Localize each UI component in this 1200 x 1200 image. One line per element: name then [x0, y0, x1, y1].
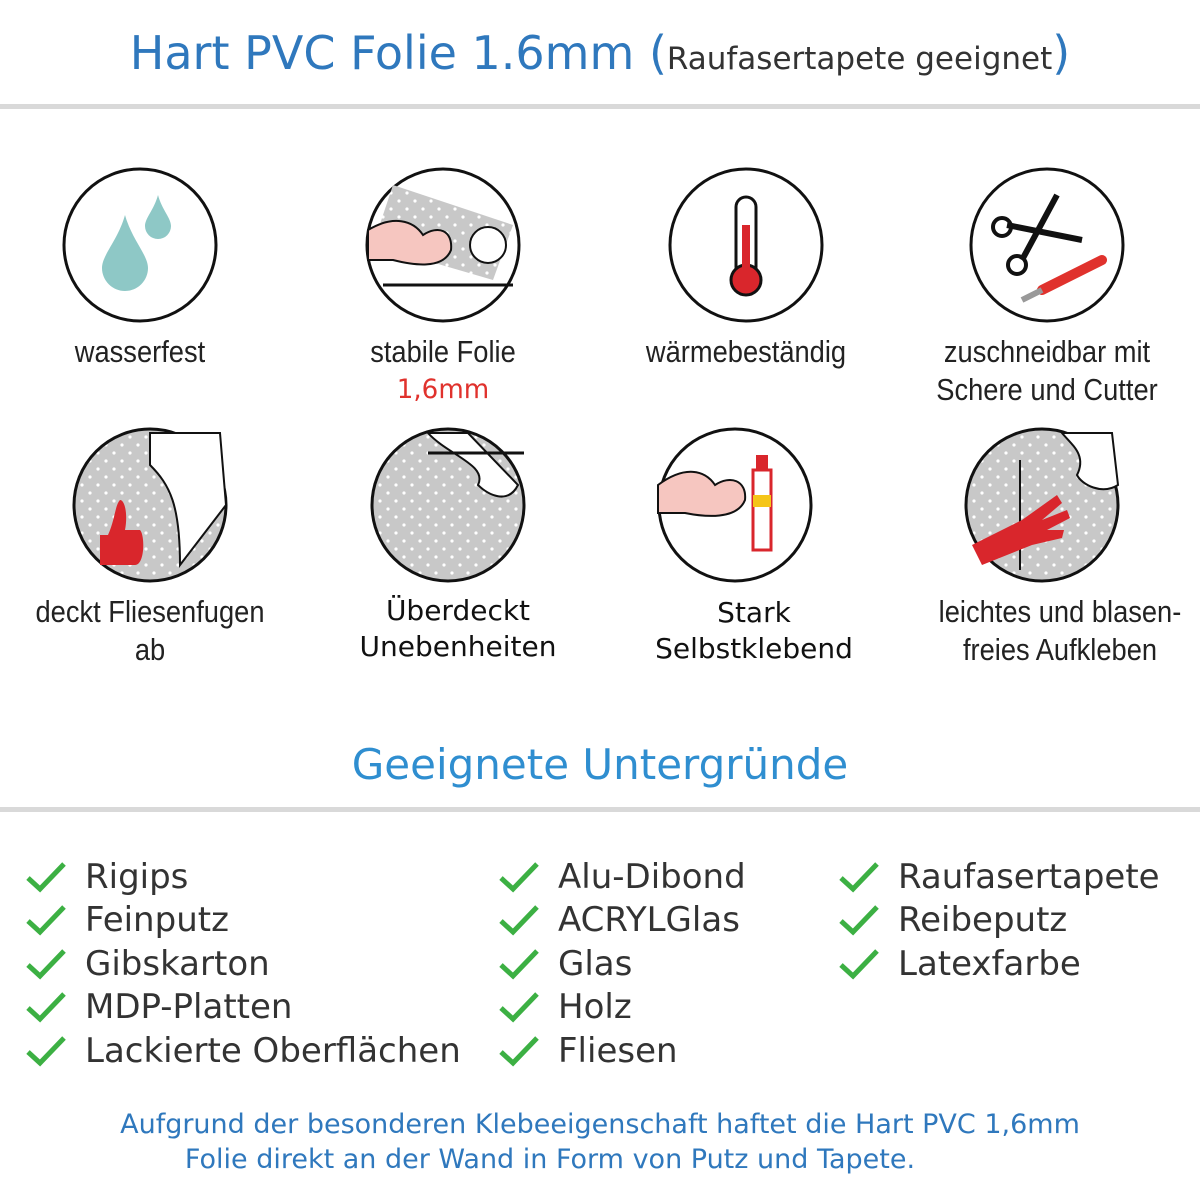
surface-item: Feinputz — [25, 899, 461, 943]
check-icon — [499, 905, 539, 936]
surface-item: ACRYLGlas — [498, 899, 746, 943]
surface-item: Latexfarbe — [838, 942, 1160, 986]
surface-label: Glas — [558, 943, 633, 984]
surface-item: Rigips — [25, 855, 461, 899]
surface-label: Rigips — [85, 856, 189, 897]
check-icon — [26, 862, 66, 893]
surface-item: MDP-Platten — [25, 986, 461, 1030]
check-icon — [26, 992, 66, 1023]
surface-item: Raufasertapete — [838, 855, 1160, 899]
surface-label: MDP-Platten — [85, 987, 293, 1028]
check-icon — [26, 1036, 66, 1067]
surface-item: Gibskarton — [25, 942, 461, 986]
surface-label: Feinputz — [85, 900, 229, 941]
surface-label: Lackierte Oberflächen — [85, 1030, 461, 1071]
check-icon — [499, 862, 539, 893]
check-icon — [26, 949, 66, 980]
check-icon — [839, 905, 879, 936]
feature-label: Stark Selbstklebend — [655, 596, 853, 665]
surface-label: ACRYLGlas — [558, 900, 740, 941]
feature-label: stabile Folie 1,6mm — [370, 334, 516, 405]
check-icon — [499, 992, 539, 1023]
check-icon — [499, 1036, 539, 1067]
scissors-cutter-icon — [969, 167, 1125, 323]
surface-label: Latexfarbe — [898, 943, 1081, 984]
thermometer-icon — [668, 167, 824, 323]
surface-item: Glas — [498, 942, 746, 986]
feature-label: deckt Fliesenfugen ab — [35, 594, 265, 667]
surface-item: Holz — [498, 986, 746, 1030]
check-icon — [499, 949, 539, 980]
check-icon — [839, 862, 879, 893]
surface-item: Alu-Dibond — [498, 855, 746, 899]
feature-label: wärmebeständig — [645, 334, 847, 369]
surface-label: Alu-Dibond — [558, 856, 746, 897]
divider — [0, 807, 1200, 812]
surface-label: Reibeputz — [898, 900, 1068, 941]
surface-list-col2: Alu-Dibond ACRYLGlas Glas Holz Fliesen — [498, 855, 746, 1073]
feature-label: Überdeckt Unebenheiten — [359, 594, 557, 663]
footer-line: Folie direkt an der Wand in Form von Put… — [184, 1144, 916, 1175]
page-title: Hart PVC Folie 1.6mm (Raufasertapete gee… — [129, 26, 1071, 80]
hand-smoothing-icon — [964, 427, 1120, 583]
feature-label: zuschneidbar mit Schere und Cutter — [936, 334, 1158, 407]
strong-arm-glue-icon — [657, 427, 813, 583]
feature-label: leichtes und blasen-freies Aufkleben — [938, 594, 1182, 667]
surface-label: Gibskarton — [85, 943, 270, 984]
surface-list-col1: Rigips Feinputz Gibskarton MDP-Platten Lacki… — [25, 855, 461, 1073]
surface-item: Reibeputz — [838, 899, 1160, 943]
section-title: Geeignete Untergründe — [351, 740, 849, 789]
footer-line: Aufgrund der besonderen Klebeeigenschaft… — [120, 1109, 1080, 1140]
strong-arm-roll-icon — [365, 167, 521, 323]
surface-label: Holz — [558, 987, 632, 1028]
surface-item: Fliesen — [498, 1029, 746, 1073]
water-drops-icon — [62, 167, 218, 323]
check-icon — [26, 905, 66, 936]
surface-list-col3: Raufasertapete Reibeputz Latexfarbe — [838, 855, 1160, 986]
divider — [0, 104, 1200, 109]
thumbs-up-tiles-icon — [72, 427, 228, 583]
peeling-foil-icon — [370, 427, 526, 583]
surface-label: Fliesen — [558, 1030, 678, 1071]
surface-item: Lackierte Oberflächen — [25, 1029, 461, 1073]
surface-label: Raufasertapete — [898, 856, 1160, 897]
check-icon — [839, 949, 879, 980]
feature-label: wasserfest — [74, 334, 206, 369]
